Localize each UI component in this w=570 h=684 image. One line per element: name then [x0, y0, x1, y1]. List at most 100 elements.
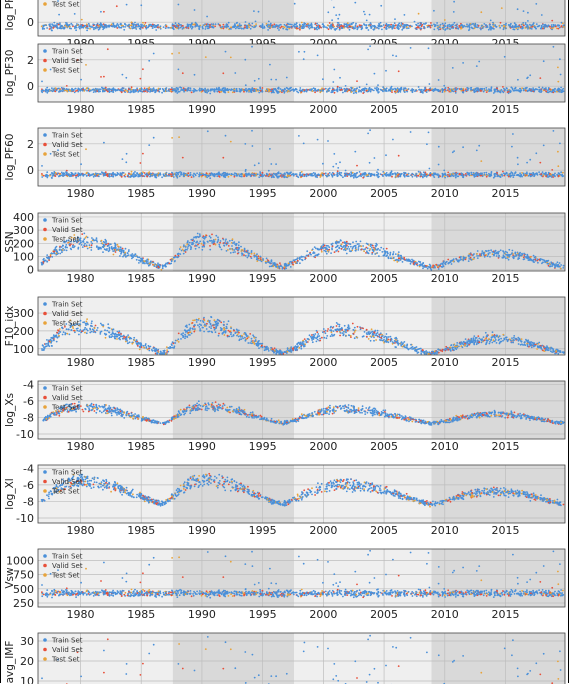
- data-point: [323, 26, 326, 28]
- data-point: [231, 245, 233, 247]
- data-point: [549, 172, 551, 175]
- data-point: [240, 175, 243, 178]
- data-point: [331, 19, 333, 22]
- data-point: [109, 243, 112, 246]
- data-point: [368, 13, 371, 16]
- x-tick-label: 2000: [309, 103, 337, 116]
- data-point: [333, 174, 336, 176]
- data-point: [250, 89, 253, 92]
- data-point: [185, 26, 187, 29]
- data-point: [311, 88, 313, 90]
- data-point: [356, 243, 359, 246]
- x-tick-label: 2010: [431, 187, 459, 200]
- data-point: [218, 176, 221, 178]
- data-point: [74, 25, 76, 28]
- y-tick-label: 2: [27, 138, 34, 151]
- data-point: [323, 172, 325, 175]
- legend-marker: [43, 142, 47, 147]
- data-point: [376, 26, 379, 29]
- data-point: [222, 23, 225, 26]
- data-point: [542, 174, 545, 177]
- data-point: [485, 91, 488, 93]
- data-point: [530, 175, 533, 177]
- data-point: [506, 172, 508, 175]
- data-point: [233, 175, 236, 178]
- data-point: [551, 90, 554, 93]
- data-point: [56, 25, 58, 27]
- x-tick-label: 1990: [188, 103, 216, 116]
- data-point: [54, 87, 57, 90]
- data-point: [263, 25, 266, 28]
- data-point: [444, 22, 447, 25]
- data-point: [314, 22, 317, 25]
- data-point: [362, 176, 365, 179]
- data-point: [490, 87, 493, 90]
- data-point: [111, 25, 114, 27]
- data-point: [95, 246, 98, 248]
- data-point: [335, 163, 338, 165]
- data-point: [369, 89, 372, 91]
- data-point: [271, 24, 273, 26]
- data-point: [271, 90, 274, 92]
- data-point: [516, 156, 519, 159]
- data-point: [227, 245, 230, 247]
- data-point: [315, 174, 318, 177]
- data-point: [338, 13, 341, 16]
- data-point: [243, 26, 246, 29]
- data-point: [236, 24, 239, 27]
- data-point: [374, 87, 376, 89]
- data-point: [229, 252, 232, 254]
- data-point: [177, 87, 179, 90]
- data-point: [87, 172, 90, 175]
- data-point: [184, 89, 187, 91]
- data-point: [102, 25, 105, 28]
- data-point: [391, 91, 393, 93]
- data-point: [445, 174, 447, 177]
- x-tick-label: 2000: [309, 187, 337, 200]
- data-point: [56, 22, 58, 25]
- data-point: [468, 25, 470, 27]
- data-point: [139, 87, 141, 90]
- data-point: [532, 23, 535, 25]
- data-point: [179, 246, 182, 249]
- data-point: [417, 86, 420, 88]
- data-point: [337, 17, 340, 20]
- data-point: [553, 25, 555, 28]
- data-point: [458, 24, 461, 27]
- data-point: [433, 28, 436, 31]
- data-point: [388, 26, 390, 29]
- data-point: [376, 86, 378, 89]
- data-point: [217, 23, 220, 25]
- data-point: [560, 171, 562, 174]
- data-point: [68, 89, 71, 92]
- data-point: [271, 88, 273, 91]
- y-tick-label: 2: [27, 54, 34, 67]
- data-point: [333, 25, 335, 28]
- data-point: [499, 26, 501, 29]
- data-point: [473, 174, 476, 176]
- data-point: [365, 89, 368, 92]
- data-point: [245, 90, 248, 93]
- data-point: [269, 148, 271, 150]
- data-point: [511, 173, 514, 175]
- data-point: [553, 90, 556, 92]
- data-point: [71, 173, 73, 176]
- x-tick-label: 1980: [67, 103, 95, 116]
- data-point: [286, 175, 289, 178]
- data-point: [451, 89, 453, 91]
- data-point: [105, 26, 108, 29]
- data-point: [198, 172, 201, 174]
- data-point: [449, 28, 451, 31]
- data-point: [557, 165, 560, 168]
- data-point: [228, 239, 231, 242]
- data-point: [396, 26, 399, 29]
- data-point: [350, 22, 353, 25]
- data-point: [495, 173, 498, 176]
- data-point: [425, 175, 428, 178]
- data-point: [98, 175, 100, 178]
- data-point: [468, 23, 471, 26]
- data-point: [181, 72, 184, 75]
- data-point: [155, 89, 158, 92]
- data-point: [63, 87, 65, 90]
- data-point: [48, 28, 51, 30]
